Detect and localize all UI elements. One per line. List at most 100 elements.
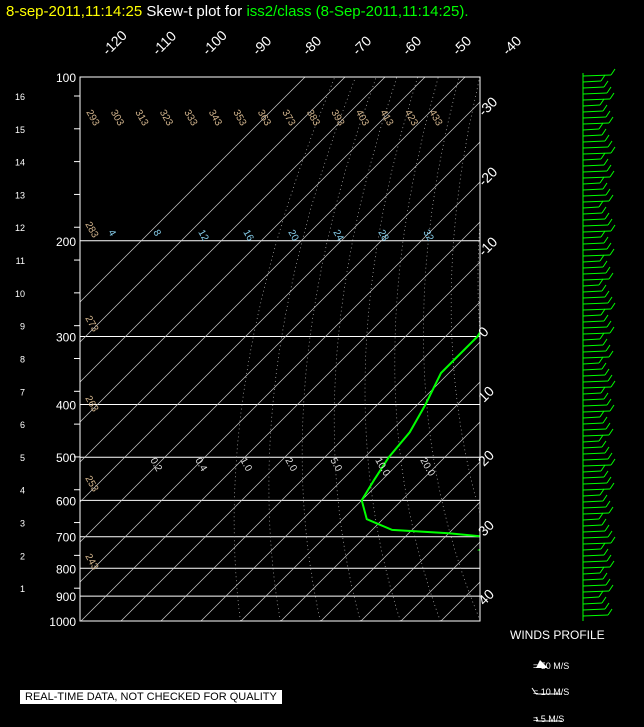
wind-barb-feather bbox=[603, 80, 609, 88]
wind-barb bbox=[582, 362, 600, 365]
wind-barb bbox=[582, 398, 605, 401]
wind-barb bbox=[582, 92, 608, 95]
wind-barb bbox=[582, 368, 603, 371]
wind-legend-10-label: = 10 M/S bbox=[533, 687, 570, 697]
mixing-ratio-label: 5.0 bbox=[327, 456, 344, 474]
wind-barb bbox=[582, 464, 612, 467]
wind-barb bbox=[582, 284, 600, 287]
wind-barb bbox=[582, 518, 600, 521]
temperature-trace bbox=[501, 77, 644, 621]
wind-barb bbox=[582, 440, 600, 443]
wind-barb-feather bbox=[599, 566, 605, 574]
wind-barb bbox=[582, 182, 601, 185]
wind-barb bbox=[582, 302, 609, 305]
wind-barb-feather bbox=[610, 302, 616, 310]
isotherm-line bbox=[80, 221, 480, 621]
height-tick-label: 7 bbox=[20, 387, 25, 397]
dry-adiabat-label: 343 bbox=[206, 108, 224, 128]
wind-barb-feather bbox=[598, 590, 604, 598]
height-tick-label: 3 bbox=[20, 519, 25, 529]
wind-barb-feather bbox=[607, 530, 613, 538]
wind-barb bbox=[582, 146, 609, 149]
wind-barb-feather bbox=[599, 254, 605, 262]
wind-barb bbox=[582, 506, 607, 509]
wind-barb bbox=[582, 584, 607, 587]
height-tick-label: 16 bbox=[15, 92, 25, 102]
temperature-right-label: 20 bbox=[475, 447, 497, 469]
wind-barb-feather bbox=[599, 176, 605, 184]
wind-barb bbox=[582, 404, 608, 407]
wind-barb-feather bbox=[605, 422, 611, 430]
wind-barb bbox=[582, 314, 602, 317]
wind-barb-feather bbox=[601, 206, 607, 214]
wind-barb bbox=[582, 338, 601, 341]
isotherm-line bbox=[80, 77, 466, 463]
isotherm-line bbox=[80, 77, 346, 343]
wind-barb-feather bbox=[610, 536, 616, 544]
dry-adiabat-line bbox=[577, 77, 644, 621]
wind-barb-feather bbox=[607, 218, 613, 226]
dry-adiabat-line bbox=[394, 77, 441, 621]
wind-barb-feather bbox=[603, 314, 609, 322]
wind-barb-feather bbox=[609, 92, 615, 100]
wind-legend-50-label: = 50 M/S bbox=[533, 661, 570, 671]
wind-barb-feather bbox=[601, 362, 607, 370]
isotherm-line bbox=[80, 181, 480, 583]
pressure-tick-label: 400 bbox=[56, 399, 76, 413]
wind-barb-feather bbox=[606, 554, 612, 562]
wind-barb-feather bbox=[600, 152, 606, 160]
wind-barb bbox=[582, 374, 606, 377]
wind-legend-50-glyph bbox=[536, 660, 548, 668]
dry-adiabat-label: 293 bbox=[83, 108, 101, 128]
wind-barb-feather bbox=[598, 356, 604, 364]
wind-barb bbox=[582, 74, 612, 77]
height-tick-label: 5 bbox=[20, 453, 25, 463]
dry-adiabat-line bbox=[504, 77, 600, 621]
isotherm-line bbox=[280, 421, 480, 621]
dry-adiabat-line bbox=[233, 77, 336, 621]
dry-adiabat-label: 283 bbox=[82, 220, 100, 240]
wind-barb-feather bbox=[603, 470, 609, 478]
wind-barb bbox=[582, 266, 604, 269]
wind-barb bbox=[582, 446, 603, 449]
wind-barb-feather bbox=[599, 98, 605, 106]
wind-barb-feather bbox=[598, 122, 604, 130]
temperature-top-label: -50 bbox=[449, 32, 475, 58]
wind-barb bbox=[582, 86, 605, 89]
wind-barb-feather bbox=[609, 404, 615, 412]
wind-barb-feather bbox=[610, 458, 616, 466]
wind-barb bbox=[582, 428, 607, 431]
wind-barb bbox=[582, 536, 609, 539]
wind-barb-feather bbox=[602, 338, 608, 346]
height-tick-label: 8 bbox=[20, 354, 25, 364]
dry-adiabat-label: 273 bbox=[82, 314, 100, 334]
dry-adiabat-line bbox=[477, 215, 480, 340]
temperature-top-label: -90 bbox=[249, 32, 275, 58]
pressure-tick-label: 100 bbox=[56, 71, 76, 85]
wind-barb-feather bbox=[598, 278, 604, 286]
wind-barb-feather bbox=[602, 494, 608, 502]
dry-adiabat-label: 313 bbox=[132, 108, 150, 128]
wind-legend-10-glyph bbox=[531, 687, 562, 695]
wind-barb-feather bbox=[605, 188, 611, 196]
height-tick-label: 10 bbox=[15, 289, 25, 299]
wind-barb bbox=[582, 386, 612, 389]
isotherm-line bbox=[80, 77, 426, 423]
temperature-right-label: -20 bbox=[475, 163, 501, 189]
isotherm-line bbox=[80, 141, 480, 543]
wind-barb bbox=[582, 452, 606, 455]
wind-barb bbox=[582, 188, 604, 191]
wind-barb-feather bbox=[599, 410, 605, 418]
wind-barb bbox=[582, 470, 602, 473]
isotherm-line bbox=[561, 77, 644, 621]
wind-barb-feather bbox=[609, 560, 615, 568]
wind-barb bbox=[582, 500, 604, 503]
pressure-tick-label: 800 bbox=[56, 562, 76, 576]
wind-barb-feather bbox=[606, 398, 612, 406]
wind-barb-feather bbox=[603, 236, 609, 244]
wind-legend-5-glyph bbox=[535, 716, 562, 722]
wind-barb bbox=[582, 158, 602, 161]
wind-barb bbox=[582, 554, 605, 557]
wind-barb-feather bbox=[606, 164, 612, 172]
dry-adiabat-line bbox=[623, 77, 644, 621]
